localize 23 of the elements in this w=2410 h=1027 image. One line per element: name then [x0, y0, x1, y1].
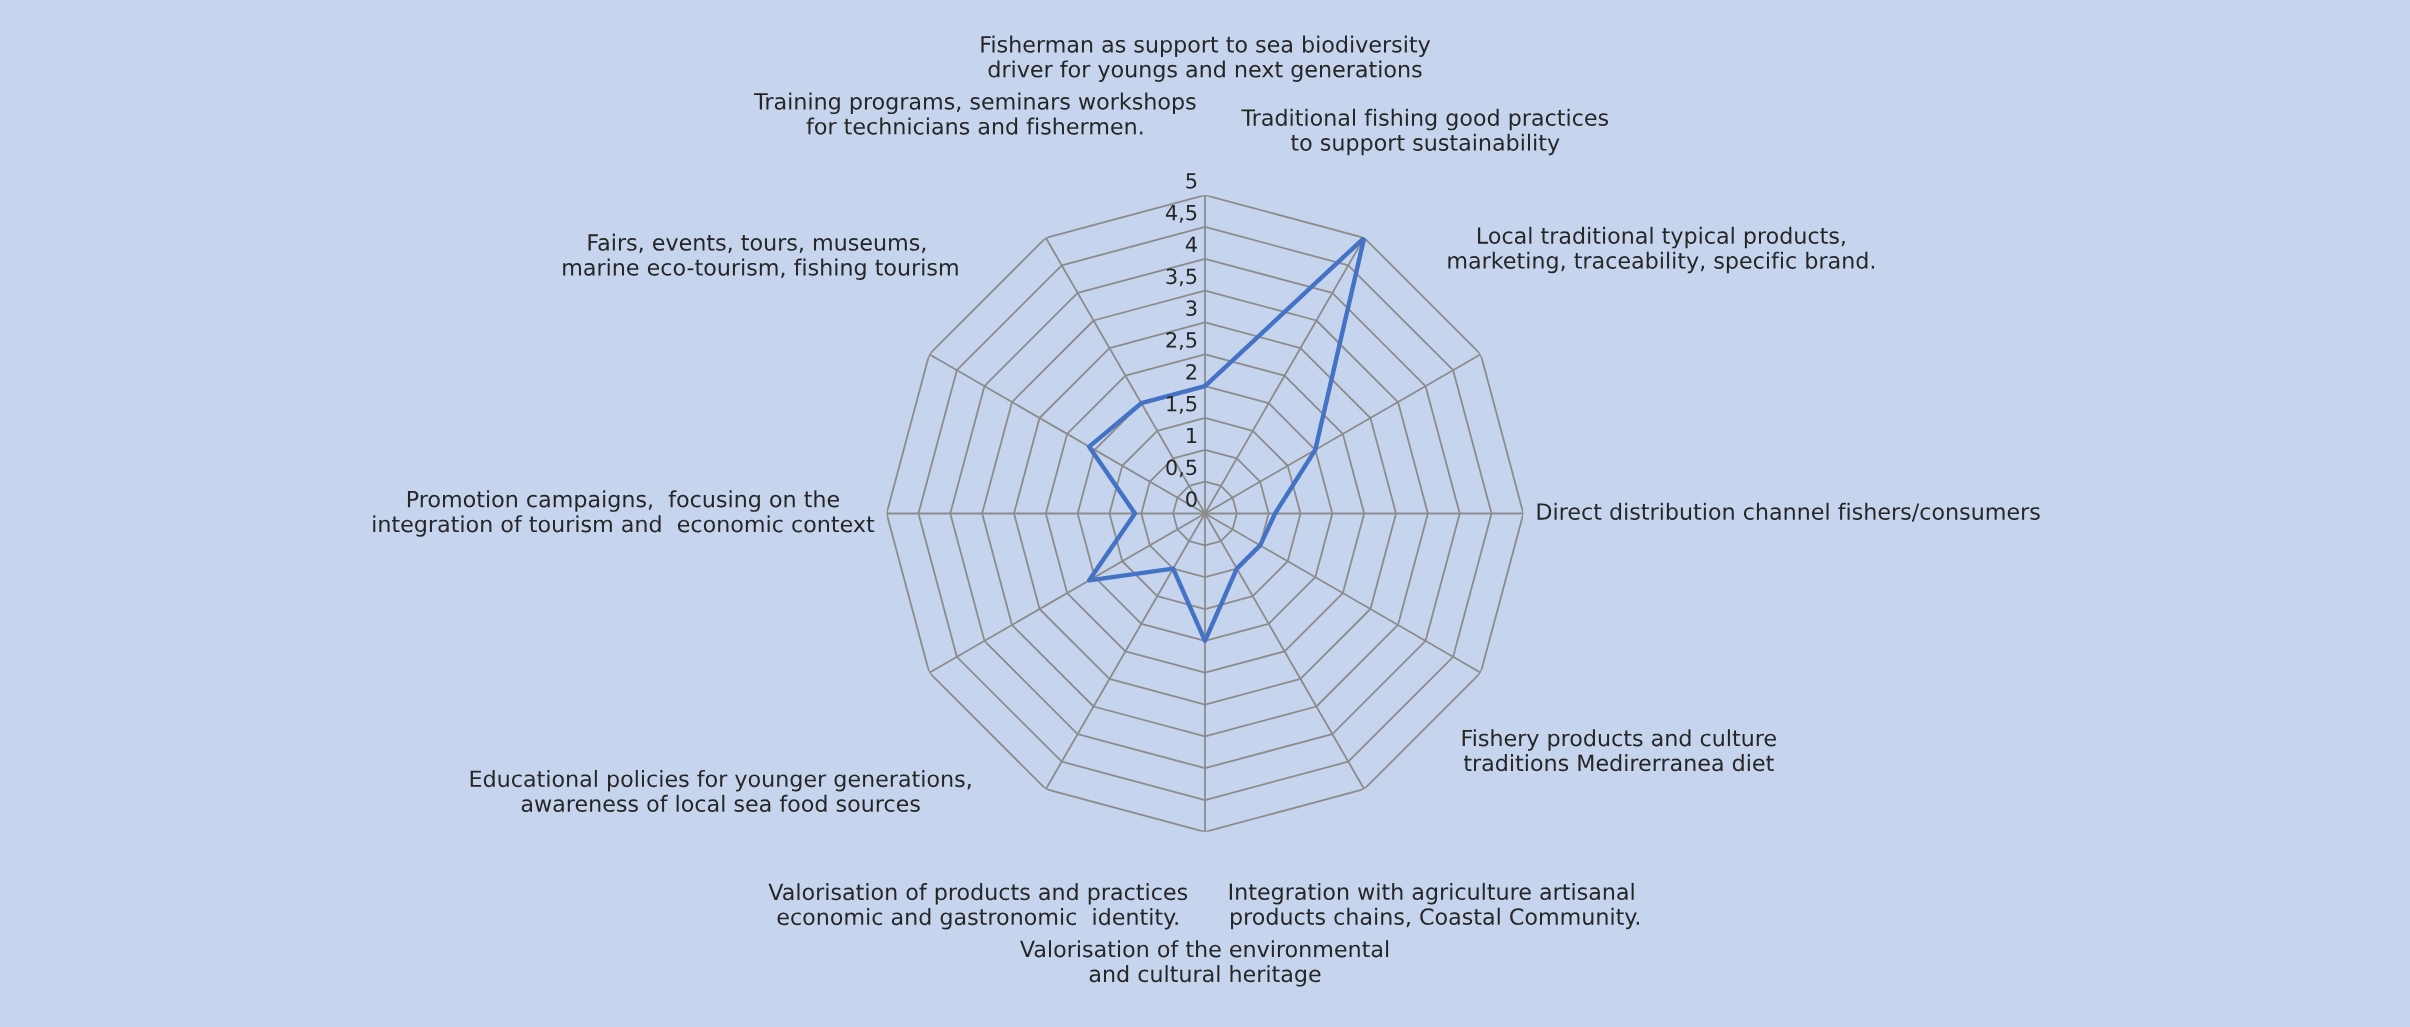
y-tick-label: 4 [1185, 236, 1197, 253]
spoke-label: Educational policies for younger generations, awareness of local sea food sources [470, 769, 971, 813]
spoke-label: Fishery products and culture traditions Medirerranea diet [1462, 729, 1776, 772]
y-tick-label: 1 [1187, 427, 1197, 444]
y-tick-label: 2 [1186, 363, 1196, 380]
spoke-label: Integration with agriculture artisanal products chains, Coastal Community. [1229, 882, 1639, 930]
y-tick-label: 5 [1186, 173, 1197, 189]
y-tick-label: 1,5 [1167, 396, 1197, 414]
spoke-label: Direct distribution channel fishers/consumers [1537, 502, 2040, 522]
spoke-label: Training programs, seminars workshops for technicians and fishermen. [754, 92, 1196, 135]
y-tick-label: 3 [1186, 300, 1197, 317]
y-tick-label: 0,5 [1166, 459, 1197, 478]
spoke-label: Valorisation of products and practices economic and gastronomic identity. [768, 883, 1188, 930]
y-tick-label: 3,5 [1166, 268, 1197, 287]
spoke-label: Local traditional typical products, marketing, traceability, specific brand. [1448, 226, 1875, 274]
spoke-label: Fairs, events, tours, museums, marine eco-tourism, fishing tourism [563, 233, 958, 281]
spoke-label: Promotion campaigns, focusing on the integration of tourism and economic context [373, 490, 875, 537]
spoke-label: Valorisation of the environmental and cultural heritage [1020, 940, 1389, 987]
y-tick-label: 0 [1186, 491, 1197, 508]
y-tick-label: 4,5 [1165, 205, 1197, 223]
y-tick-label: 2,5 [1166, 332, 1197, 350]
spoke-label: Fisherman as support to sea biodiversity driver for youngs and next generations [981, 35, 1431, 82]
spoke-label: Traditional fishing good practices to support sustainability [1241, 108, 1609, 156]
